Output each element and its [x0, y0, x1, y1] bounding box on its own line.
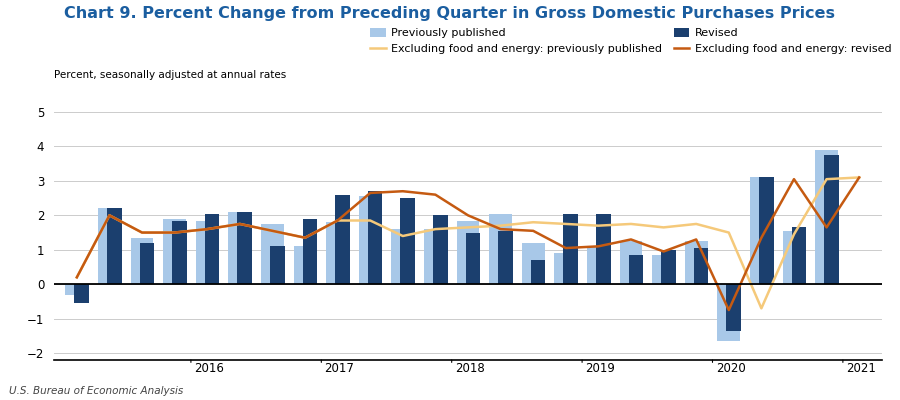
Bar: [424, 229, 446, 284]
Bar: [465, 232, 481, 284]
Bar: [326, 222, 349, 284]
Text: Percent, seasonally adjusted at annual rates: Percent, seasonally adjusted at annual r…: [54, 70, 286, 80]
Bar: [662, 250, 676, 284]
Bar: [596, 214, 610, 284]
Bar: [759, 178, 774, 284]
Text: U.S. Bureau of Economic Analysis: U.S. Bureau of Economic Analysis: [9, 386, 184, 396]
Bar: [107, 208, 122, 284]
Bar: [490, 214, 512, 284]
Bar: [685, 241, 707, 284]
Bar: [750, 178, 773, 284]
Bar: [433, 215, 447, 284]
Bar: [499, 231, 513, 284]
Text: 2019: 2019: [585, 362, 616, 376]
Bar: [140, 243, 154, 284]
Bar: [628, 255, 644, 284]
Bar: [359, 196, 382, 284]
Text: 2017: 2017: [325, 362, 355, 376]
Bar: [163, 219, 186, 284]
Bar: [563, 214, 578, 284]
Bar: [293, 246, 317, 284]
Bar: [261, 224, 284, 284]
Bar: [815, 150, 838, 284]
Bar: [400, 198, 415, 284]
Bar: [205, 214, 220, 284]
Bar: [75, 284, 89, 303]
Bar: [726, 284, 741, 331]
Bar: [531, 260, 545, 284]
Bar: [229, 212, 251, 284]
Bar: [270, 246, 284, 284]
Bar: [98, 208, 121, 284]
Bar: [619, 241, 643, 284]
Bar: [392, 229, 414, 284]
Text: 2020: 2020: [716, 362, 745, 376]
Text: 2021: 2021: [846, 362, 876, 376]
Bar: [717, 284, 740, 341]
Text: Chart 9. Percent Change from Preceding Quarter in Gross Domestic Purchases Price: Chart 9. Percent Change from Preceding Q…: [65, 6, 835, 21]
Bar: [783, 231, 806, 284]
Legend: Previously published, Excluding food and energy: previously published, Revised, : Previously published, Excluding food and…: [366, 23, 896, 59]
Bar: [456, 220, 480, 284]
Text: 2018: 2018: [455, 362, 485, 376]
Bar: [587, 246, 610, 284]
Bar: [302, 219, 317, 284]
Bar: [238, 212, 252, 284]
Bar: [791, 227, 806, 284]
Bar: [196, 220, 219, 284]
Text: 2016: 2016: [194, 362, 224, 376]
Bar: [652, 255, 675, 284]
Bar: [694, 248, 708, 284]
Bar: [554, 253, 577, 284]
Bar: [66, 284, 88, 294]
Bar: [130, 238, 153, 284]
Bar: [335, 195, 350, 284]
Bar: [824, 155, 839, 284]
Bar: [368, 191, 382, 284]
Bar: [172, 220, 187, 284]
Bar: [522, 243, 544, 284]
